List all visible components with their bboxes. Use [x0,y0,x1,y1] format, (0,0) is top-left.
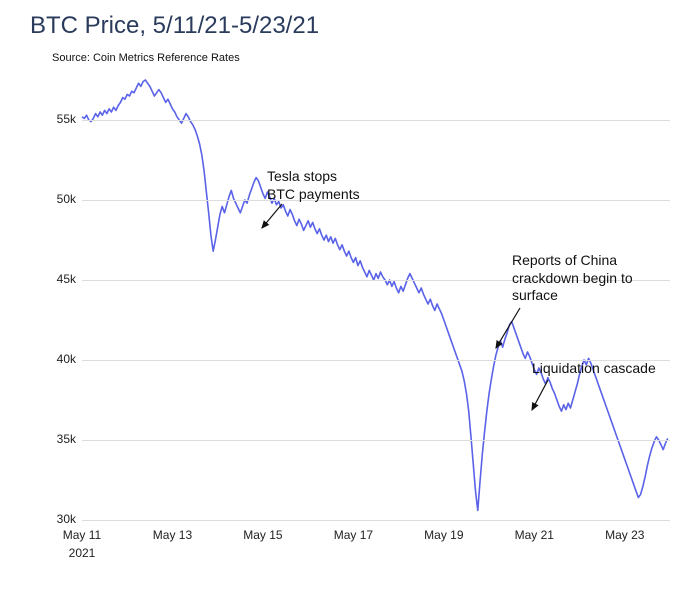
plot-area: 30k35k40k45k50k55kMay 11May 13May 15May … [82,80,670,520]
gridline [82,520,670,521]
gridline [82,200,670,201]
gridline [82,120,670,121]
chart-title: BTC Price, 5/11/21-5/23/21 [30,12,319,40]
x-sub-label: 2021 [69,546,96,560]
x-tick-label: May 19 [424,528,463,542]
gridline [82,440,670,441]
y-tick-label: 30k [42,512,76,526]
x-tick-label: May 17 [334,528,373,542]
x-tick-label: May 15 [243,528,282,542]
annotation-label: Tesla stops BTC payments [267,168,360,203]
x-tick-label: May 11 [63,528,101,542]
chart-subtitle: Source: Coin Metrics Reference Rates [52,52,240,64]
annotation-arrow [496,308,520,348]
y-tick-label: 40k [42,352,76,366]
chart-container: BTC Price, 5/11/21-5/23/21 Source: Coin … [0,0,700,600]
y-tick-label: 45k [42,272,76,286]
x-tick-label: May 13 [153,528,192,542]
x-tick-label: May 21 [515,528,554,542]
annotation-label: Reports of China crackdown begin to surf… [512,252,633,305]
y-tick-label: 35k [42,432,76,446]
y-tick-label: 55k [42,112,76,126]
x-tick-label: May 23 [605,528,644,542]
annotation-arrow [262,204,282,228]
y-tick-label: 50k [42,192,76,206]
annotation-label: Liquidation cascade [532,360,656,378]
annotation-arrow [532,380,548,410]
